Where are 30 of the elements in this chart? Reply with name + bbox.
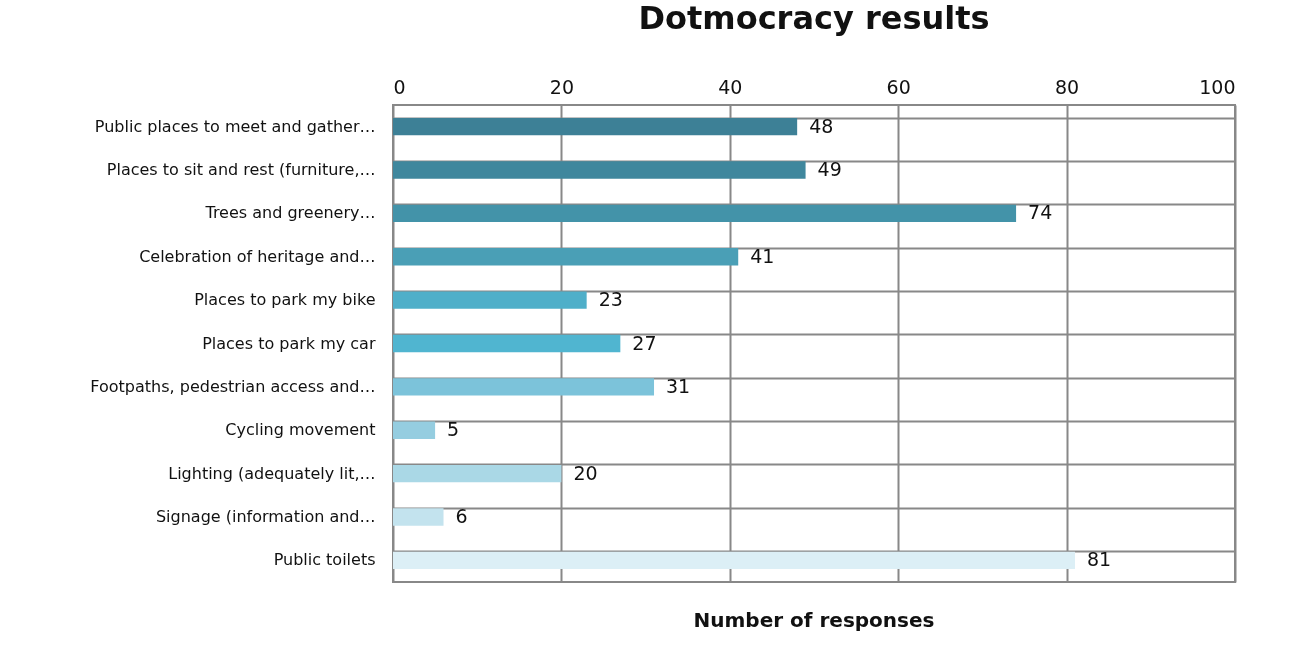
data-label: 41 [750,244,775,267]
y-tick-label: Signage (information and… [155,506,376,526]
data-label: 48 [809,114,834,137]
data-label: 81 [1087,548,1112,571]
data-label: 27 [632,331,657,354]
y-tick-label: Public places to meet and gather… [94,116,376,136]
data-label: 5 [447,418,460,441]
data-label: 23 [598,288,623,311]
x-tick-label: 60 [886,75,911,98]
x-axis-title: Number of responses [693,608,935,632]
data-label: 6 [455,504,468,527]
y-tick-label: Lighting (adequately lit,… [168,463,376,483]
x-tick-label: 100 [1199,75,1236,98]
y-tick-label: Cycling movement [225,420,376,440]
y-tick-label: Footpaths, pedestrian access and… [90,376,376,396]
y-tick-label: Places to park my car [202,333,376,353]
y-tick-label: Places to park my bike [194,290,376,310]
data-label: 31 [666,374,691,397]
x-tick-label: 0 [393,75,406,98]
y-tick-label: Places to sit and rest (furniture,… [106,160,376,180]
data-label: 20 [573,461,598,484]
y-tick-label: Celebration of heritage and… [139,246,376,266]
data-label: 74 [1028,201,1053,224]
x-tick-label: 20 [549,75,574,98]
y-tick-label: Trees and greenery… [204,203,376,223]
x-tick-label: 80 [1055,75,1080,98]
data-label: 49 [817,158,842,181]
x-tick-label: 40 [718,75,743,98]
chart-title: Dotmocracy results [638,0,990,37]
y-tick-label: Public toilets [273,550,376,570]
